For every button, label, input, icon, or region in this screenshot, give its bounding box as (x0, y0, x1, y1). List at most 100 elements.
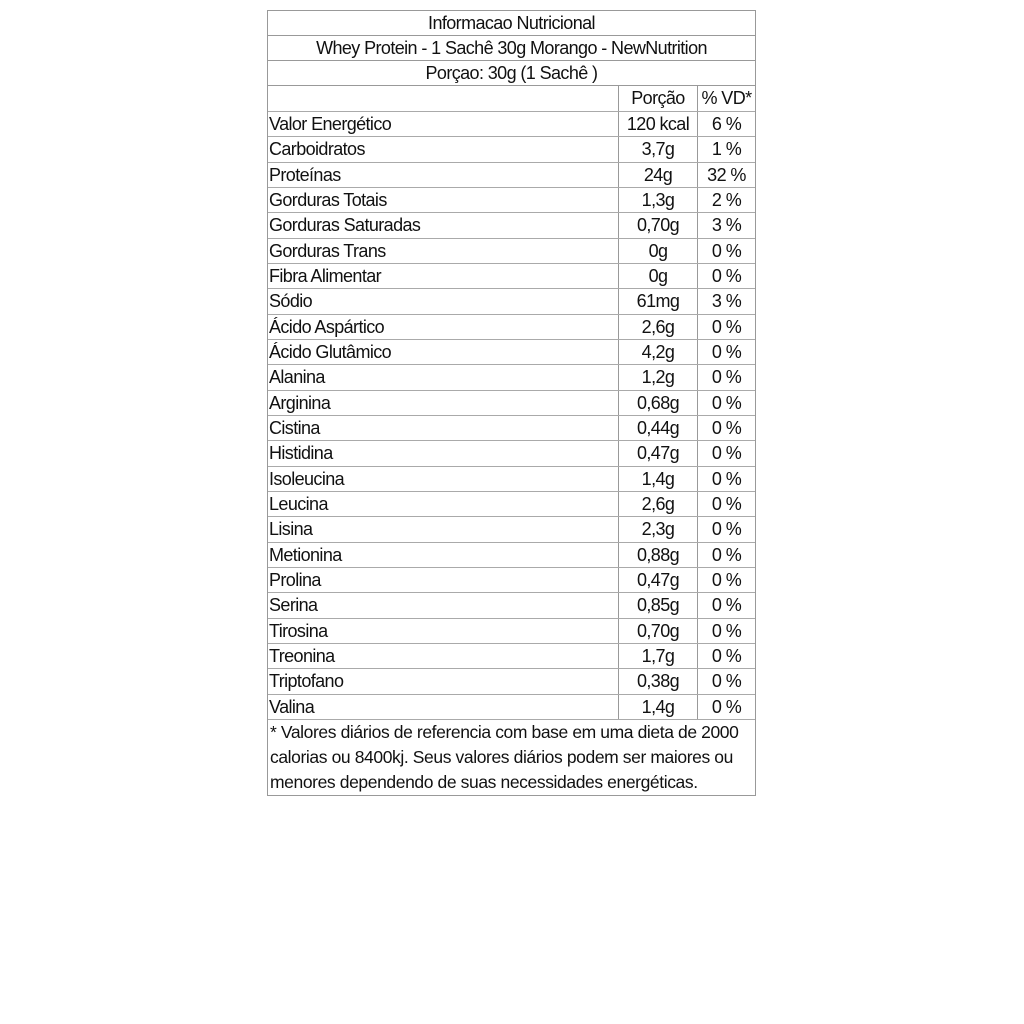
vd-value: 0 % (697, 314, 755, 339)
nutrient-name: Valina (269, 696, 315, 717)
product-name: Whey Protein - 1 Sachê 30g Morango - New… (268, 36, 755, 61)
table-row: Ácido Glutâmico 4,2g 0 % (268, 339, 755, 366)
table-row: Treonina 1,7g 0 % (268, 643, 755, 670)
portion-value: 2,3g (618, 517, 697, 542)
nutrient-name: Carboidratos (269, 139, 365, 160)
nutrition-table: Informacao Nutricional Whey Protein - 1 … (267, 10, 756, 796)
header-row: Porção % VD* (268, 86, 755, 112)
portion-value: 120 kcal (618, 112, 697, 137)
vd-value: 6 % (697, 112, 755, 137)
vd-value: 0 % (697, 643, 755, 669)
vd-value: 0 % (697, 694, 755, 719)
nutrient-name: Histidina (269, 443, 333, 464)
table-row: Tirosina 0,70g 0 % (268, 618, 755, 644)
table-row: Valor Energético 120 kcal 6 % (268, 112, 755, 138)
vd-value: 0 % (697, 466, 755, 491)
portion-value: 0,44g (618, 415, 697, 441)
portion-value: 4,2g (618, 339, 697, 365)
nutrient-name: Ácido Glutâmico (269, 341, 392, 362)
table-row: Proteínas 24g 32 % (268, 162, 755, 188)
portion-value: 24g (618, 162, 697, 187)
nutrient-name: Gorduras Saturadas (269, 215, 421, 236)
nutrient-name: Serina (269, 595, 318, 616)
serving-size: Porçao: 30g (1 Sachê ) (268, 61, 755, 86)
table-row: Triptofano 0,38g 0 % (268, 669, 755, 695)
header-portion: Porção (618, 86, 697, 111)
vd-value: 32 % (697, 162, 755, 187)
portion-value: 2,6g (618, 314, 697, 339)
portion-value: 0,70g (618, 213, 697, 238)
header-vd: % VD* (697, 86, 755, 111)
nutrient-name: Isoleucina (269, 468, 345, 489)
vd-value: 0 % (697, 491, 755, 517)
header-nutrient (268, 86, 618, 111)
table-row: Gorduras Totais 1,3g 2 % (268, 187, 755, 214)
nutrient-name: Gorduras Trans (269, 240, 386, 261)
portion-value: 0,47g (618, 567, 697, 593)
table-row: Metionina 0,88g 0 % (268, 542, 755, 568)
footnote: * Valores diários de referencia com base… (270, 721, 739, 792)
nutrient-name: Alanina (269, 367, 325, 388)
table-row: Alanina 1,2g 0 % (268, 365, 755, 391)
vd-value: 0 % (697, 415, 755, 441)
table-row: Lisina 2,3g 0 % (268, 517, 755, 543)
portion-value: 1,7g (618, 643, 697, 669)
portion-value: 1,2g (618, 365, 697, 390)
table-row: Prolina 0,47g 0 % (268, 567, 755, 594)
nutrient-name: Tirosina (269, 620, 328, 641)
portion-value: 1,4g (618, 466, 697, 491)
table-row: Leucina 2,6g 0 % (268, 491, 755, 518)
portion-value: 2,6g (618, 491, 697, 517)
portion-value: 0,38g (618, 669, 697, 694)
nutrient-name: Treonina (269, 645, 335, 666)
nutrient-name: Triptofano (269, 671, 344, 692)
portion-value: 61mg (618, 289, 697, 314)
vd-value: 3 % (697, 213, 755, 238)
vd-value: 0 % (697, 441, 755, 466)
vd-value: 3 % (697, 289, 755, 314)
table-row: Fibra Alimentar 0g 0 % (268, 263, 755, 290)
portion-value: 0,88g (618, 542, 697, 567)
nutrient-name: Gorduras Totais (269, 189, 387, 210)
nutrient-name: Fibra Alimentar (269, 265, 382, 286)
table-row: Isoleucina 1,4g 0 % (268, 466, 755, 492)
vd-value: 0 % (697, 365, 755, 390)
table-row: Sódio 61mg 3 % (268, 289, 755, 315)
table-row: Arginina 0,68g 0 % (268, 390, 755, 416)
table-row: Serina 0,85g 0 % (268, 593, 755, 619)
vd-value: 0 % (697, 669, 755, 694)
nutrient-name: Leucina (269, 493, 328, 514)
nutrient-name: Lisina (269, 519, 313, 540)
vd-value: 0 % (697, 567, 755, 593)
portion-value: 1,4g (618, 694, 697, 719)
vd-value: 2 % (697, 187, 755, 213)
vd-value: 0 % (697, 263, 755, 289)
portion-value: 0,47g (618, 441, 697, 466)
table-row: Carboidratos 3,7g 1 % (268, 137, 755, 163)
portion-value: 0,70g (618, 618, 697, 643)
portion-value: 0,68g (618, 390, 697, 415)
nutrient-name: Proteínas (269, 164, 341, 185)
table-row: Valina 1,4g 0 % (268, 694, 755, 720)
portion-value: 3,7g (618, 137, 697, 162)
table-row: Cistina 0,44g 0 % (268, 415, 755, 442)
vd-value: 0 % (697, 542, 755, 567)
nutrient-name: Prolina (269, 569, 321, 590)
vd-value: 0 % (697, 618, 755, 643)
portion-value: 0g (618, 263, 697, 289)
portion-value: 0,85g (618, 593, 697, 618)
nutrient-name: Valor Energético (269, 114, 392, 134)
table-row: Histidina 0,47g 0 % (268, 441, 755, 467)
nutrient-name: Metionina (269, 544, 342, 565)
nutrient-name: Ácido Aspártico (269, 316, 385, 337)
portion-value: 0g (618, 238, 697, 263)
table-row: Gorduras Saturadas 0,70g 3 % (268, 213, 755, 239)
vd-value: 0 % (697, 339, 755, 365)
portion-value: 1,3g (618, 187, 697, 213)
table-row: Gorduras Trans 0g 0 % (268, 238, 755, 264)
table-title: Informacao Nutricional (268, 11, 755, 36)
nutrient-name: Cistina (269, 417, 320, 438)
nutrient-name: Sódio (269, 291, 313, 312)
vd-value: 0 % (697, 238, 755, 263)
vd-value: 1 % (697, 137, 755, 162)
